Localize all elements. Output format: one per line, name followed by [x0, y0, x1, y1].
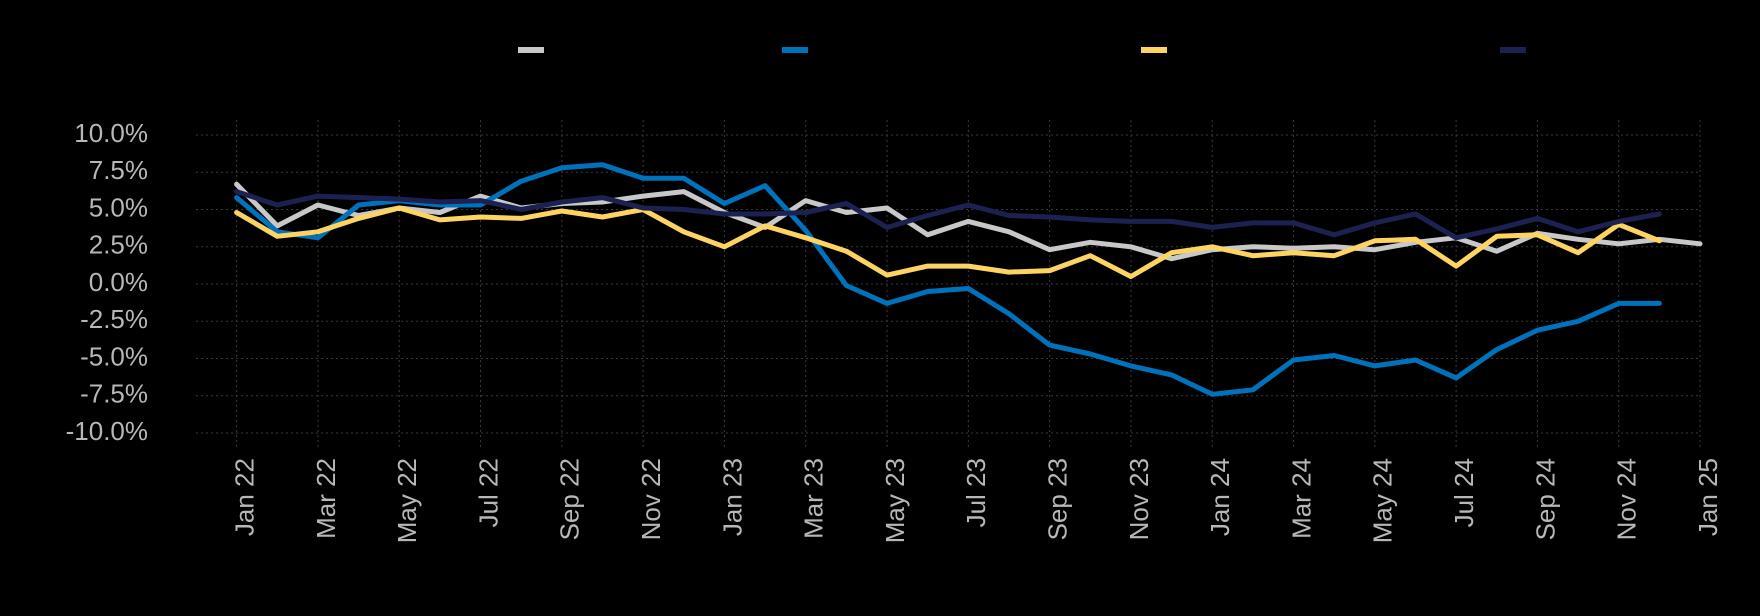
x-tick-label: Mar 24 — [1286, 458, 1316, 539]
series-group — [234, 162, 1703, 397]
x-tick-label: May 23 — [880, 458, 910, 543]
x-tick-label: Jan 24 — [1205, 458, 1235, 536]
x-tick-label: Sep 24 — [1530, 458, 1560, 540]
x-tick-label: Nov 23 — [1124, 458, 1154, 540]
y-tick-label: -2.5% — [80, 304, 148, 334]
x-tick-label: Jan 23 — [717, 458, 747, 536]
y-tick-label: 5.0% — [89, 192, 148, 222]
y-tick-label: -7.5% — [80, 379, 148, 409]
x-tick-label: Nov 22 — [636, 458, 666, 540]
y-tick-label: -10.0% — [66, 416, 148, 446]
y-tick-label: -5.0% — [80, 341, 148, 371]
x-tick-label: Jul 24 — [1449, 458, 1479, 527]
x-tick-label: Jan 25 — [1693, 458, 1723, 536]
x-tick-label: May 24 — [1368, 458, 1398, 543]
y-tick-label: 2.5% — [89, 230, 148, 260]
x-tick-label: Mar 22 — [311, 458, 341, 539]
x-tick-label: Jan 22 — [230, 458, 260, 536]
x-axis: Jan 22 Mar 22 May 22 Jul 22 Sep 22 Nov 22 Jan … — [230, 458, 1723, 543]
y-tick-label: 7.5% — [89, 155, 148, 185]
x-tick-label: Jul 23 — [961, 458, 991, 527]
x-tick-label: Sep 22 — [555, 458, 585, 540]
y-axis: 10.0% 7.5% 5.0% 2.5% 0.0% -2.5% -5.0% -7.5% -10.… — [66, 118, 148, 446]
x-tick-label: Nov 24 — [1612, 458, 1642, 540]
y-tick-label: 10.0% — [74, 118, 148, 148]
x-tick-label: Sep 23 — [1042, 458, 1072, 540]
y-tick-label: 0.0% — [89, 267, 148, 297]
series-line-4 — [234, 189, 1662, 241]
gridlines — [196, 120, 1701, 448]
x-tick-label: May 22 — [392, 458, 422, 543]
series-line-2 — [234, 162, 1662, 397]
series-line-3 — [234, 205, 1662, 279]
x-tick-label: Mar 23 — [799, 458, 829, 539]
x-tick-label: Jul 22 — [473, 458, 503, 527]
